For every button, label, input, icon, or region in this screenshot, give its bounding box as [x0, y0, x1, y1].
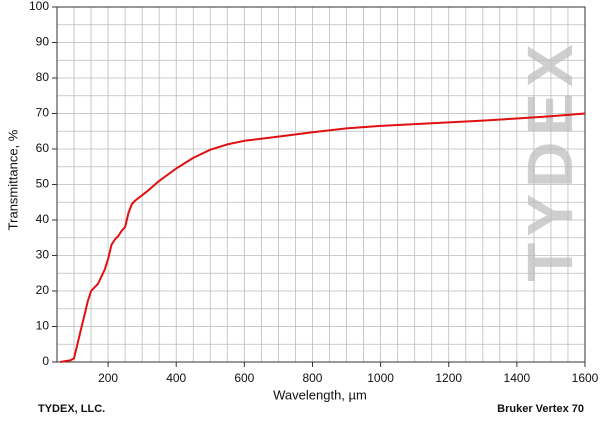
- x-tick-label: 1200: [435, 371, 462, 385]
- y-axis-label: Transmittance, %: [5, 129, 20, 230]
- x-tick-label: 1600: [572, 371, 599, 385]
- x-tick-label: 1400: [504, 371, 531, 385]
- y-tick-label: 0: [42, 354, 49, 368]
- data-line: [60, 112, 586, 363]
- x-tick-label: 1000: [367, 371, 394, 385]
- x-tick-label: 200: [98, 371, 118, 385]
- footer-left: TYDEX, LLC.: [38, 403, 105, 415]
- y-tick-label: 40: [36, 212, 50, 226]
- footer-right: Bruker Vertex 70: [497, 403, 584, 415]
- y-tick-label: 70: [36, 106, 50, 120]
- x-tick-label: 800: [302, 371, 322, 385]
- x-tick-label: 400: [166, 371, 186, 385]
- y-tick-label: 10: [36, 319, 50, 333]
- y-tick-label: 90: [36, 35, 50, 49]
- y-tick-label: 30: [36, 248, 50, 262]
- y-tick-label: 100: [29, 0, 49, 13]
- y-tick-label: 20: [36, 283, 50, 297]
- y-tick-label: 60: [36, 141, 50, 155]
- y-tick-label: 50: [36, 177, 50, 191]
- watermark: TYDEX: [514, 38, 586, 281]
- x-axis-label: Wavelength, µm: [273, 387, 367, 402]
- x-tick-label: 600: [234, 371, 254, 385]
- y-tick-label: 80: [36, 70, 50, 84]
